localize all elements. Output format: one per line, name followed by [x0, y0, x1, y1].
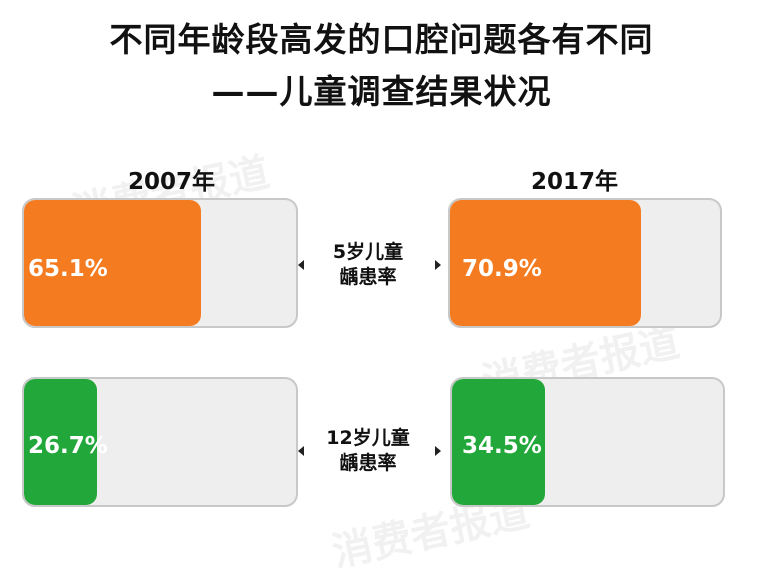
- series-label-2007: 2007年: [128, 169, 216, 195]
- bar-track-2007-age12: 26.7%: [22, 377, 298, 507]
- arrow-right-icon: [435, 446, 441, 456]
- bar-2017-age12: [452, 379, 546, 505]
- row-label-line1: 5岁儿童: [332, 241, 404, 263]
- data-label-2007-age5: 65.1%: [28, 256, 108, 282]
- bar-track-2017-age12: 34.5%: [450, 377, 725, 507]
- row-label-line2: 龋患率: [339, 266, 397, 288]
- chart-title-line1: 不同年龄段高发的口腔问题各有不同: [109, 20, 654, 59]
- arrow-left-icon: [298, 260, 304, 270]
- row-label-age5: 5岁儿童 龋患率: [293, 240, 443, 290]
- row-label-line1: 12岁儿童: [326, 427, 410, 449]
- data-label-2017-age12: 34.5%: [462, 433, 542, 459]
- row-label-line2: 龋患率: [339, 452, 397, 474]
- bar-2007-age12: [24, 379, 97, 505]
- arrow-left-icon: [298, 446, 304, 456]
- data-label-2007-age12: 26.7%: [28, 433, 108, 459]
- bar-track-2007-age5: 65.1%: [22, 198, 298, 328]
- bar-track-2017-age5: 70.9%: [448, 198, 722, 328]
- series-label-2017: 2017年: [531, 169, 619, 195]
- arrow-right-icon: [435, 260, 441, 270]
- bar-2017-age5: [450, 200, 642, 326]
- data-label-2017-age5: 70.9%: [462, 256, 542, 282]
- chart-title-line2: ——儿童调查结果状况: [211, 72, 552, 111]
- bar-2007-age5: [24, 200, 202, 326]
- row-label-age12: 12岁儿童 龋患率: [293, 426, 443, 476]
